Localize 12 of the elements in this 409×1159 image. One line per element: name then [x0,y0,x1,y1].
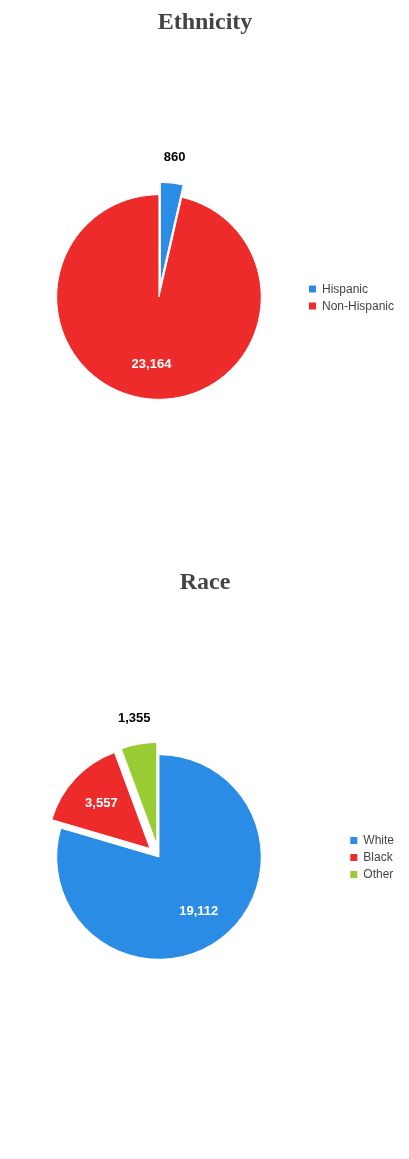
data-label: 1,355 [117,710,151,726]
legend-label: Hispanic [321,281,368,295]
data-label: 19,112 [179,903,219,919]
data-label: 3,557 [85,795,118,811]
chart-title: Race [179,567,231,594]
data-label: 860 [163,148,186,164]
legend-label: Black [363,849,393,864]
legend-label: Other [363,866,394,881]
legend-label: Non-Hispanic [321,298,394,312]
chart-title: Ethnicity [157,7,253,34]
data-label: 23,164 [131,356,173,372]
legend-label: White [363,832,394,847]
